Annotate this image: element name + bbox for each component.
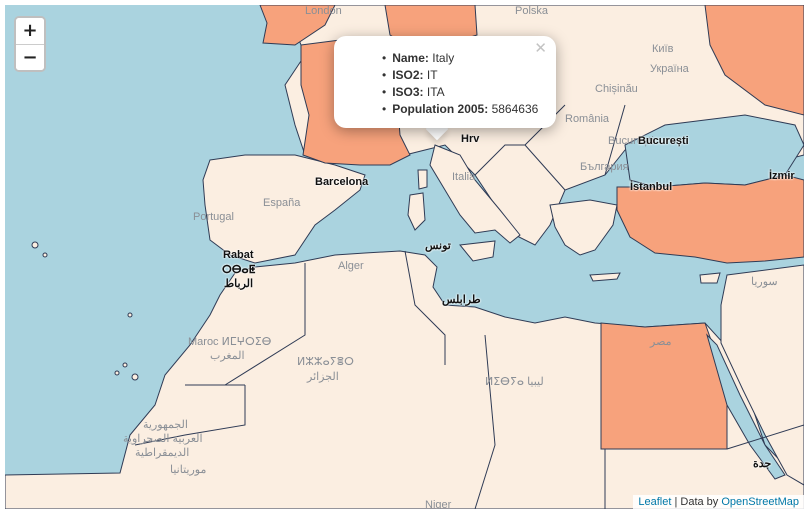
map-attribution: Leaflet | Data by OpenStreetMap bbox=[633, 495, 804, 509]
popup-field-iso3: ISO3: ITA bbox=[382, 84, 538, 101]
label-chisinau: Chișinău bbox=[595, 83, 638, 95]
label-tripoli: طرابلس bbox=[442, 294, 481, 306]
label-egypt: مصر bbox=[650, 336, 672, 348]
label-rabat-tifinagh: ⵔⴱⴰⵟ bbox=[222, 264, 256, 276]
label-sahara-3: الديمقراطية bbox=[135, 447, 190, 459]
label-bucuresti-grey: București bbox=[608, 135, 654, 147]
label-bucuresti: București bbox=[638, 135, 689, 147]
black-sea bbox=[624, 114, 804, 188]
label-italia: Italia bbox=[452, 171, 476, 183]
arabia-land bbox=[720, 264, 804, 486]
greece-country bbox=[549, 199, 618, 256]
country-popup: ✕ Name: Italy ISO2: IT ISO3: ITA Populat… bbox=[334, 36, 556, 128]
sicily-island bbox=[459, 240, 496, 262]
label-libya: ⵍⵉⴱⵢⴰ ليبيا bbox=[485, 376, 544, 388]
label-romania: România bbox=[565, 113, 610, 125]
label-maroc: Maroc ⵍⵎⵖⵔⵉⴱ bbox=[188, 336, 272, 348]
label-bulgaria: България bbox=[580, 161, 629, 173]
label-polska: Polska bbox=[515, 5, 549, 17]
sardinia-island bbox=[407, 192, 426, 231]
label-portugal: Portugal bbox=[193, 211, 234, 223]
italy-country bbox=[429, 144, 521, 244]
label-algeria-tifinagh: ⵍⵣⵣⴰⵢⴻⵔ bbox=[297, 356, 354, 368]
label-rabat-arabic: الرباط bbox=[224, 278, 254, 290]
turkey-country bbox=[616, 174, 804, 264]
openstreetmap-link[interactable]: OpenStreetMap bbox=[721, 496, 799, 508]
leaflet-link[interactable]: Leaflet bbox=[638, 496, 672, 508]
label-jeddah: جدة bbox=[753, 458, 772, 470]
popup-field-list: Name: Italy ISO2: IT ISO3: ITA Populatio… bbox=[382, 50, 538, 118]
label-hrvatska: Hrv bbox=[461, 133, 480, 145]
label-istanbul: İstanbul bbox=[630, 181, 673, 193]
label-sahara-1: الجمهورية bbox=[143, 419, 188, 431]
popup-field-name: Name: Italy bbox=[382, 50, 538, 67]
uk-country bbox=[259, 5, 336, 46]
label-algeria-arabic: الجزائر bbox=[307, 371, 339, 383]
red-sea bbox=[705, 333, 786, 480]
iberia-land bbox=[202, 154, 366, 264]
popup-field-iso2: ISO2: IT bbox=[382, 67, 538, 84]
cyprus-island bbox=[699, 272, 721, 284]
label-maroc-arabic: المغرب bbox=[210, 350, 245, 362]
label-mauritania: موريتانيا bbox=[170, 464, 207, 476]
corsica-island bbox=[417, 169, 428, 190]
label-kyiv: Київ bbox=[652, 43, 674, 55]
attribution-separator: | Data by bbox=[671, 496, 722, 508]
label-syria: سوريا bbox=[751, 276, 778, 288]
label-london: London bbox=[305, 5, 342, 17]
zoom-control: + − bbox=[14, 16, 46, 72]
crete-island bbox=[589, 272, 621, 282]
label-rabat: Rabat bbox=[223, 249, 254, 261]
zoom-out-button[interactable]: − bbox=[16, 44, 44, 70]
zoom-in-button[interactable]: + bbox=[16, 18, 44, 44]
label-espana: España bbox=[263, 197, 301, 209]
label-niger: Niger bbox=[425, 499, 452, 509]
map-container[interactable]: London Polska Київ Україна Chișinău Româ… bbox=[5, 5, 804, 509]
country-borders bbox=[134, 104, 804, 509]
label-turkey-coast: İzmir bbox=[769, 170, 795, 182]
label-ukraina: Україна bbox=[650, 63, 689, 75]
label-tunis: تونس bbox=[425, 240, 451, 252]
label-sahara-2: العربية الصحراوية bbox=[123, 433, 203, 445]
russia-east-highlight bbox=[704, 5, 804, 116]
label-alger: Alger bbox=[338, 260, 364, 272]
popup-field-population: Population 2005: 5864636 bbox=[382, 101, 538, 118]
label-barcelona: Barcelona bbox=[315, 176, 369, 188]
